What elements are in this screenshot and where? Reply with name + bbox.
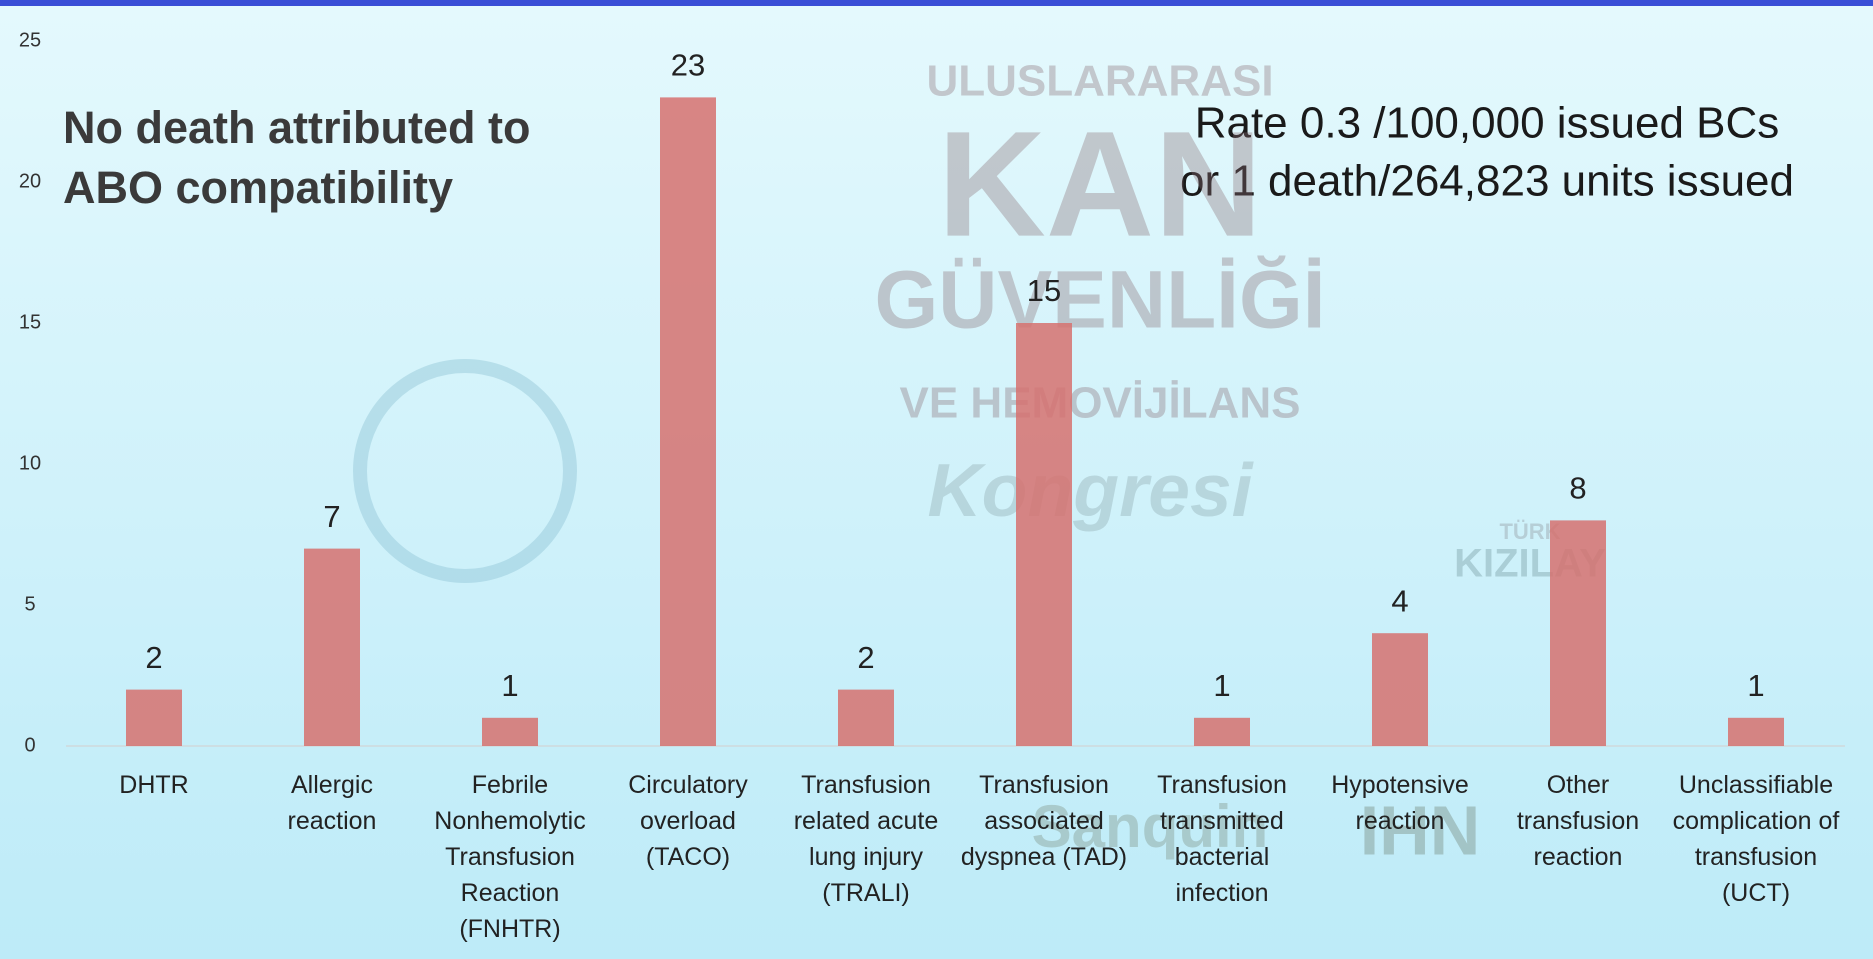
- y-tick-label: 5: [24, 593, 35, 615]
- annotation: Rate 0.3 /100,000 issued BCs: [1195, 99, 1780, 148]
- y-tick-label: 20: [19, 170, 41, 192]
- watermark-logo: [353, 359, 577, 583]
- x-tick-label: Transfusion related acute lung injury (T…: [793, 771, 939, 907]
- annotation: or 1 death/264,823 units issued: [1180, 157, 1794, 206]
- watermark: GÜVENLİĞİ: [874, 255, 1325, 346]
- bar: [304, 548, 360, 746]
- x-tick-label: Febrile Nonhemolytic Transfusion Reactio…: [434, 771, 586, 943]
- watermark: Kongresi: [927, 448, 1254, 532]
- x-tick-label: Circulatory overload (TACO): [628, 771, 748, 871]
- watermark: KAN: [938, 100, 1263, 268]
- bar: [660, 97, 716, 746]
- y-tick-label: 15: [19, 311, 41, 333]
- value-label: 2: [145, 640, 162, 675]
- x-tick-label: Unclassifiable complication of transfusi…: [1672, 771, 1840, 907]
- x-tick-label: Transfusion associated dyspnea (TAD): [960, 771, 1128, 871]
- watermark: VE HEMOVİJİLANS: [900, 379, 1301, 428]
- bar: [482, 717, 538, 746]
- x-tick-label: DHTR: [119, 771, 189, 799]
- value-label: 1: [1213, 668, 1230, 703]
- title: No death attributed to ABO compatibility: [63, 102, 530, 213]
- value-label: 15: [1027, 273, 1061, 308]
- bar: [126, 689, 182, 746]
- bar: [1550, 520, 1606, 746]
- title-line: ABO compatibility: [63, 162, 453, 213]
- value-label: 1: [501, 668, 518, 703]
- watermark: ULUSLARARASI: [926, 57, 1273, 106]
- title-line: No death attributed to: [63, 102, 530, 153]
- bar: [1194, 717, 1250, 746]
- value-label: 23: [671, 48, 705, 83]
- bar: [838, 689, 894, 746]
- x-tick-label: Other transfusion reaction: [1516, 771, 1640, 871]
- y-tick-label: 10: [19, 452, 41, 474]
- value-label: 2: [857, 640, 874, 675]
- y-tick-label: 25: [19, 29, 41, 51]
- x-tick-label: Transfusion transmitted bacterial infect…: [1157, 771, 1287, 907]
- y-tick-label: 0: [24, 734, 35, 756]
- x-tick-label: Allergic reaction: [287, 771, 377, 835]
- value-label: 4: [1391, 583, 1408, 618]
- bar: [1372, 633, 1428, 746]
- bar: [1728, 717, 1784, 746]
- x-tick-label: Hypotensive reaction: [1331, 771, 1469, 835]
- chart: No death attributed to ABO compatibility …: [19, 29, 1845, 870]
- watermark: IHN: [1360, 791, 1481, 869]
- bar: [1016, 323, 1072, 746]
- value-label: 7: [323, 499, 340, 534]
- value-label: 1: [1747, 668, 1764, 703]
- watermark: Sanquin: [1032, 793, 1269, 860]
- value-label: 8: [1569, 471, 1586, 506]
